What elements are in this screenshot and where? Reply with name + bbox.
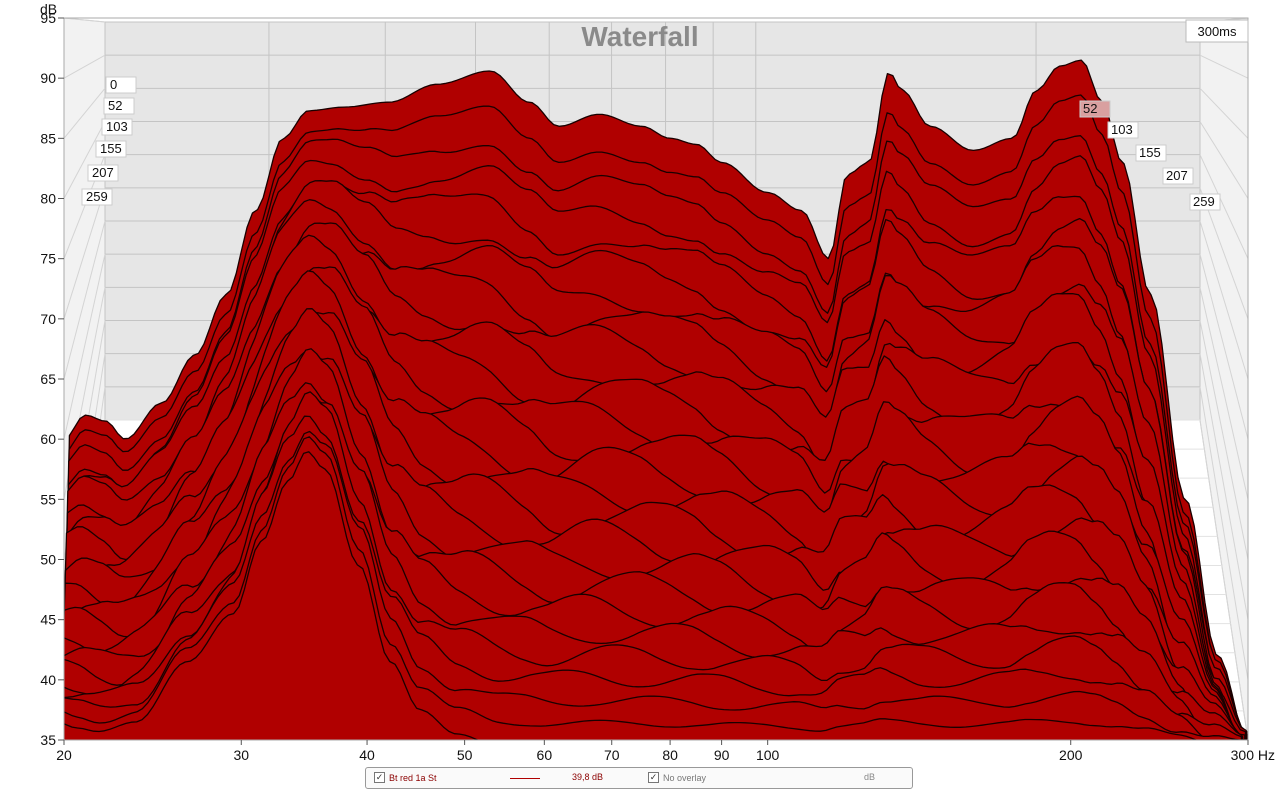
series-level: 39,8 dB bbox=[572, 772, 604, 782]
x-tick-label: 20 bbox=[56, 747, 72, 763]
time-axis-ticks: 0 52 103 155 207 259 52 103 155 207 259 bbox=[81, 76, 1221, 211]
overlay-checkbox[interactable]: ✓ bbox=[648, 772, 659, 783]
time-tick-left: 259 bbox=[86, 189, 108, 204]
y-axis-ticks: 35 40 45 50 55 60 65 70 75 80 85 90 95 bbox=[40, 10, 64, 748]
x-tick-label: 80 bbox=[662, 747, 678, 763]
y-tick-label: 60 bbox=[40, 431, 56, 447]
x-tick-label: 90 bbox=[714, 747, 730, 763]
time-tick-left: 207 bbox=[92, 165, 114, 180]
x-tick-label: 100 bbox=[756, 747, 780, 763]
y-tick-label: 95 bbox=[40, 10, 56, 26]
x-tick-label: 50 bbox=[457, 747, 473, 763]
unit-item: dB bbox=[864, 772, 875, 782]
x-tick-label: 200 bbox=[1059, 747, 1083, 763]
x-tick-label: 70 bbox=[604, 747, 620, 763]
series-checkbox[interactable]: ✓ bbox=[374, 772, 385, 783]
y-tick-label: 50 bbox=[40, 552, 56, 568]
overlay-label: No overlay bbox=[663, 772, 707, 783]
legend-bar: ✓ Bt red 1a St 39,8 dB ✓ No overlay dB bbox=[365, 767, 913, 789]
series-toggle[interactable]: ✓ Bt red 1a St bbox=[374, 772, 437, 783]
series-line-icon bbox=[510, 778, 540, 779]
y-tick-label: 70 bbox=[40, 311, 56, 327]
x-tick-label: 30 bbox=[233, 747, 249, 763]
y-tick-label: 80 bbox=[40, 191, 56, 207]
x-tick-label: 60 bbox=[537, 747, 553, 763]
time-tick-left: 0 bbox=[110, 77, 117, 92]
y-tick-label: 35 bbox=[40, 732, 56, 748]
time-range-box bbox=[1185, 19, 1249, 43]
time-tick-right: 259 bbox=[1193, 194, 1215, 209]
x-tick-label: 40 bbox=[359, 747, 375, 763]
y-tick-label: 75 bbox=[40, 251, 56, 267]
y-tick-label: 45 bbox=[40, 612, 56, 628]
overlay-toggle[interactable]: ✓ No overlay bbox=[648, 772, 706, 783]
unit-label: dB bbox=[864, 772, 876, 782]
waterfall-chart: 35 40 45 50 55 60 65 70 75 80 85 90 95 20 30 40 50 60 70 8… bbox=[40, 1, 1275, 763]
time-tick-right: 52 bbox=[1083, 101, 1097, 116]
time-tick-left: 52 bbox=[108, 98, 122, 113]
series-name: Bt red 1a St bbox=[389, 772, 437, 783]
x-axis-ticks: 20 30 40 50 60 70 80 90 100 200 300 Hz bbox=[56, 740, 1275, 763]
y-tick-label: 85 bbox=[40, 130, 56, 146]
y-tick-label: 55 bbox=[40, 491, 56, 507]
time-tick-right: 155 bbox=[1139, 145, 1161, 160]
time-tick-left: 155 bbox=[100, 141, 122, 156]
time-range-label: 300ms bbox=[1197, 24, 1237, 39]
time-tick-left: 103 bbox=[106, 119, 128, 134]
time-tick-right: 103 bbox=[1111, 122, 1133, 137]
waterfall-slices bbox=[64, 59, 1249, 740]
series-line-swatch bbox=[510, 778, 540, 779]
time-tick-right: 207 bbox=[1166, 168, 1188, 183]
y-tick-label: 40 bbox=[40, 672, 56, 688]
slice-25 bbox=[64, 451, 480, 740]
series-level-item: 39,8 dB bbox=[572, 772, 603, 782]
chart-title: Waterfall bbox=[581, 21, 698, 52]
x-tick-label: 300 Hz bbox=[1231, 747, 1275, 763]
y-tick-label: 65 bbox=[40, 371, 56, 387]
y-axis-label: dB bbox=[40, 1, 57, 17]
y-tick-label: 90 bbox=[40, 70, 56, 86]
